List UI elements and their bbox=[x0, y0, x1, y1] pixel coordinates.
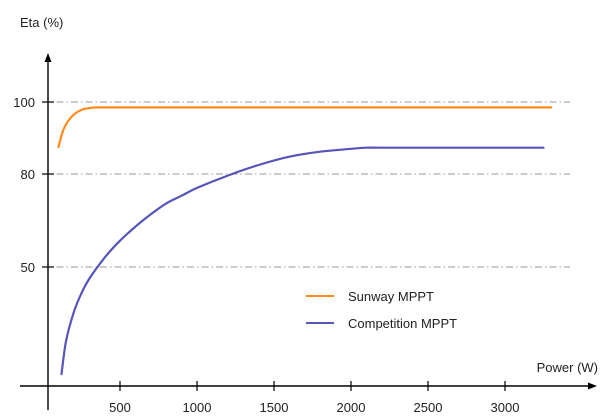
x-tick-label-1500: 1500 bbox=[260, 400, 289, 415]
series-line-sunway-mppt bbox=[57, 106, 553, 149]
x-tick-label-3000: 3000 bbox=[491, 400, 520, 415]
x-tick-label-2500: 2500 bbox=[414, 400, 443, 415]
series-line-competition-mppt bbox=[60, 146, 545, 376]
x-tick-label-500: 500 bbox=[109, 400, 131, 415]
x-tick-label-2000: 2000 bbox=[337, 400, 366, 415]
y-axis-title: Eta (%) bbox=[20, 15, 63, 30]
grid-lines bbox=[42, 101, 570, 391]
x-axis-arrow bbox=[588, 382, 597, 390]
axes bbox=[20, 53, 597, 410]
y-tick-label-100: 100 bbox=[13, 95, 35, 110]
tick-labels: 50 80 100 500 1000 1500 2000 2500 3000 bbox=[13, 95, 519, 415]
x-tick-label-1000: 1000 bbox=[183, 400, 212, 415]
y-tick-label-80: 80 bbox=[21, 167, 35, 182]
legend-label-competition-mppt: Competition MPPT bbox=[348, 316, 457, 331]
legend-label-sunway-mppt: Sunway MPPT bbox=[348, 289, 434, 304]
legend: Sunway MPPT Competition MPPT bbox=[306, 289, 457, 331]
y-tick-label-50: 50 bbox=[21, 260, 35, 275]
y-axis-arrow bbox=[44, 53, 52, 62]
x-axis-title: Power (W) bbox=[537, 360, 598, 375]
series-lines bbox=[57, 106, 553, 376]
